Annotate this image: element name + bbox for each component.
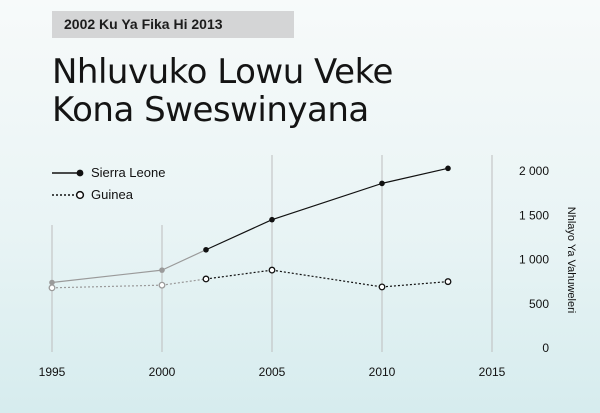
series-sierra-leone-point: [269, 216, 275, 223]
x-tick-label-2015: 2015: [479, 365, 506, 379]
series-guinea-segment: [161, 278, 207, 286]
series-sierra-leone-point: [445, 165, 451, 172]
legend-sierra-leone-label: Sierra Leone: [91, 165, 165, 180]
series-guinea-segment: [271, 269, 383, 288]
chart-title-line-2: Kona Sweswinyana: [52, 90, 369, 130]
series-sierra-leone-point: [49, 279, 55, 286]
legend-sierra-leone-marker: [76, 169, 84, 177]
series-guinea-segment: [205, 269, 273, 280]
x-tick-label-2010: 2010: [369, 365, 396, 379]
series-sierra-leone-segment: [271, 182, 383, 221]
y-tick-label-0: 0: [542, 341, 549, 355]
y-tick-label-500: 500: [529, 297, 549, 311]
series-guinea-point: [158, 281, 166, 289]
subtitle-badge: 2002 Ku Ya Fika Hi 2013: [52, 11, 294, 38]
y-tick-label-1000: 1 000: [519, 253, 549, 267]
series-sierra-leone-point: [379, 180, 385, 187]
x-tick-label-1995: 1995: [39, 365, 66, 379]
series-guinea-point: [268, 266, 276, 274]
legend-guinea-marker: [75, 190, 85, 200]
series-guinea-point: [48, 284, 56, 292]
series-sierra-leone-point: [203, 246, 209, 253]
series-guinea-segment: [381, 281, 449, 288]
series-sierra-leone-segment: [205, 219, 273, 251]
chart-title: Nhluvuko Lowu Veke Kona Sweswinyana: [52, 53, 393, 129]
legend-guinea-label: Guinea: [91, 187, 134, 202]
x-tick-label-2000: 2000: [149, 365, 176, 379]
y-tick-label-2000: 2 000: [519, 164, 549, 178]
series-sierra-leone-segment: [161, 249, 207, 271]
y-tick-label-1500: 1 500: [519, 208, 549, 222]
series-sierra-leone-segment: [51, 269, 163, 284]
y-axis-label: Nhlayo Ya Vahuweleri: [565, 207, 577, 313]
series-sierra-leone-segment: [381, 167, 449, 184]
x-tick-label-2005: 2005: [259, 365, 286, 379]
series-guinea-point: [202, 275, 210, 283]
chart-title-line-1: Nhluvuko Lowu Veke: [52, 52, 393, 92]
series-guinea-point: [378, 283, 386, 291]
series-guinea-point: [444, 278, 452, 286]
series-guinea-segment: [51, 284, 163, 289]
series-sierra-leone-point: [159, 267, 165, 273]
